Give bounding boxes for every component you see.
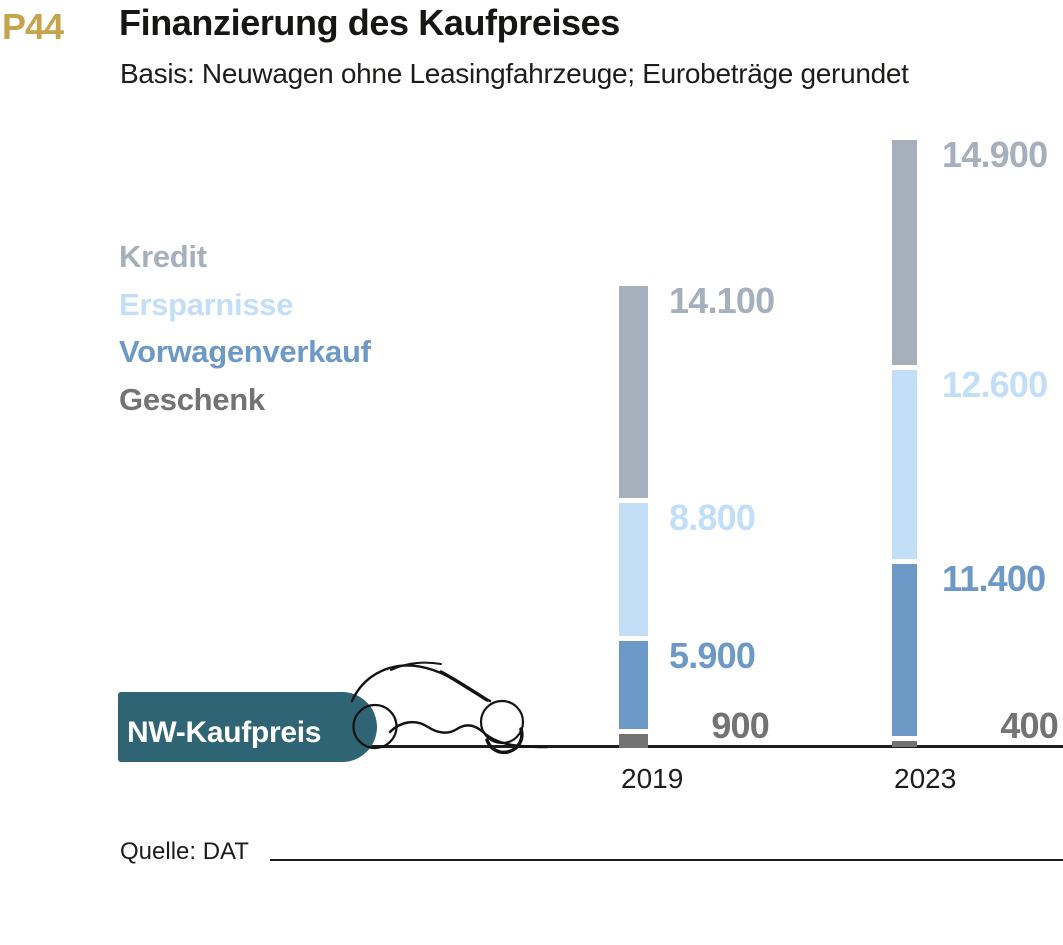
source-divider-line — [270, 859, 1063, 861]
x-tick-label-2019: 2019 — [621, 763, 684, 794]
legend-item-ersparnisse: Ersparnisse — [119, 286, 294, 322]
bar-segment-2019-kredit — [619, 285, 648, 499]
car-front-wheel-icon — [352, 703, 398, 750]
value-label-2023-vorwagenverkauf: 11.400 — [942, 558, 1046, 600]
car-windshield-accent-icon — [439, 670, 489, 702]
legend-item-vorwagenverkauf: Vorwagenverkauf — [119, 334, 371, 369]
legend-item-geschenk: Geschenk — [119, 381, 265, 417]
x-axis-line — [333, 745, 1063, 748]
value-label-2019-geschenk: 900 — [711, 705, 769, 746]
legend: Kredit Ersparnisse Vorwagenverkauf Gesch… — [119, 233, 371, 423]
source-label: Quelle: DAT — [120, 838, 249, 865]
car-body-line-icon — [388, 720, 549, 749]
x-tick-label-2023: 2023 — [894, 763, 957, 794]
bar-segment-2023-kredit — [892, 140, 917, 365]
nw-kaufpreis-label: NW-Kaufpreis — [118, 692, 377, 762]
chart-number-tag: P44 — [2, 6, 64, 47]
bar-segment-2023-geschenk — [892, 740, 917, 747]
bar-segment-2019-vorwagenverkauf — [619, 640, 648, 730]
value-label-2019-kredit: 14.100 — [669, 279, 775, 321]
value-label-2019-vorwagenverkauf: 5.900 — [669, 634, 756, 676]
bar-segment-2019-geschenk — [619, 734, 648, 748]
bar-segment-2023-vorwagenverkauf — [892, 564, 917, 736]
chart-subtitle: Basis: Neuwagen ohne Leasingfahrzeuge; E… — [120, 58, 909, 89]
car-top-accent-icon — [390, 661, 442, 671]
car-sketch-icon — [350, 661, 549, 754]
chart-title: Finanzierung des Kaufpreises — [119, 2, 620, 43]
value-label-2023-ersparnisse: 12.600 — [942, 363, 1048, 405]
bar-segment-2023-ersparnisse — [892, 369, 917, 560]
nw-kaufpreis-text: NW-Kaufpreis — [127, 716, 322, 749]
car-wheel-shadow-icon — [485, 727, 524, 754]
car-roof-line-icon — [350, 664, 492, 703]
legend-item-kredit: Kredit — [119, 239, 207, 274]
value-label-2023-kredit: 14.900 — [942, 134, 1048, 176]
value-label-2019-ersparnisse: 8.800 — [669, 497, 756, 539]
bar-segment-2019-ersparnisse — [619, 503, 648, 636]
value-label-2023-geschenk: 400 — [1000, 705, 1058, 746]
